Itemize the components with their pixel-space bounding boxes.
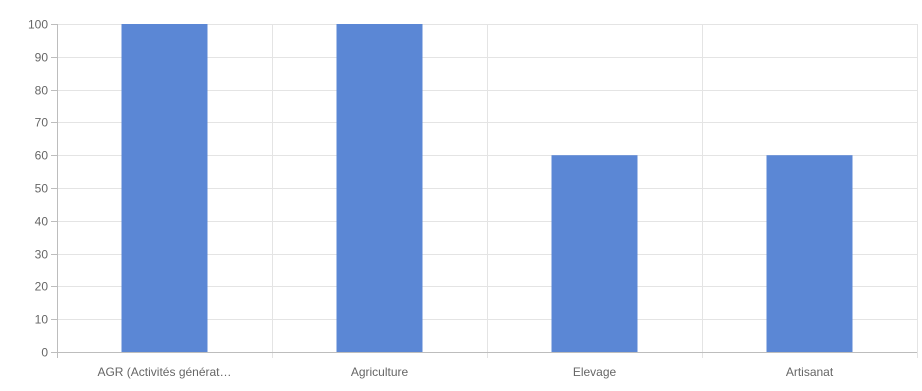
y-tick-label: 60: [35, 149, 49, 163]
y-tick-label: 90: [35, 51, 49, 65]
y-tick-label: 80: [35, 84, 49, 98]
axes: [51, 24, 917, 358]
y-tick-label: 40: [35, 215, 49, 229]
y-tick-label: 100: [28, 18, 48, 32]
y-tick-label: 70: [35, 116, 49, 130]
y-tick-label: 0: [41, 346, 48, 360]
y-tick-label: 50: [35, 182, 49, 196]
x-tick-label: Artisanat: [786, 365, 834, 379]
y-tick-label: 20: [35, 280, 49, 294]
y-tick-label: 30: [35, 248, 49, 262]
x-gridlines: [272, 24, 918, 358]
x-tick-label: AGR (Activités générat…: [97, 365, 231, 379]
x-tick-label: Agriculture: [351, 365, 409, 379]
bar: [766, 155, 853, 352]
y-tick-label: 10: [35, 313, 49, 327]
bar: [121, 24, 208, 352]
bar: [336, 24, 423, 352]
bar: [551, 155, 638, 352]
y-tick-labels: 0 10 20 30 40 50 60 70 80 90 100: [28, 18, 48, 360]
x-tick-labels: AGR (Activités générat… Agriculture Elevag…: [97, 365, 833, 379]
bars: [121, 24, 853, 352]
x-tick-label: Elevage: [573, 365, 617, 379]
